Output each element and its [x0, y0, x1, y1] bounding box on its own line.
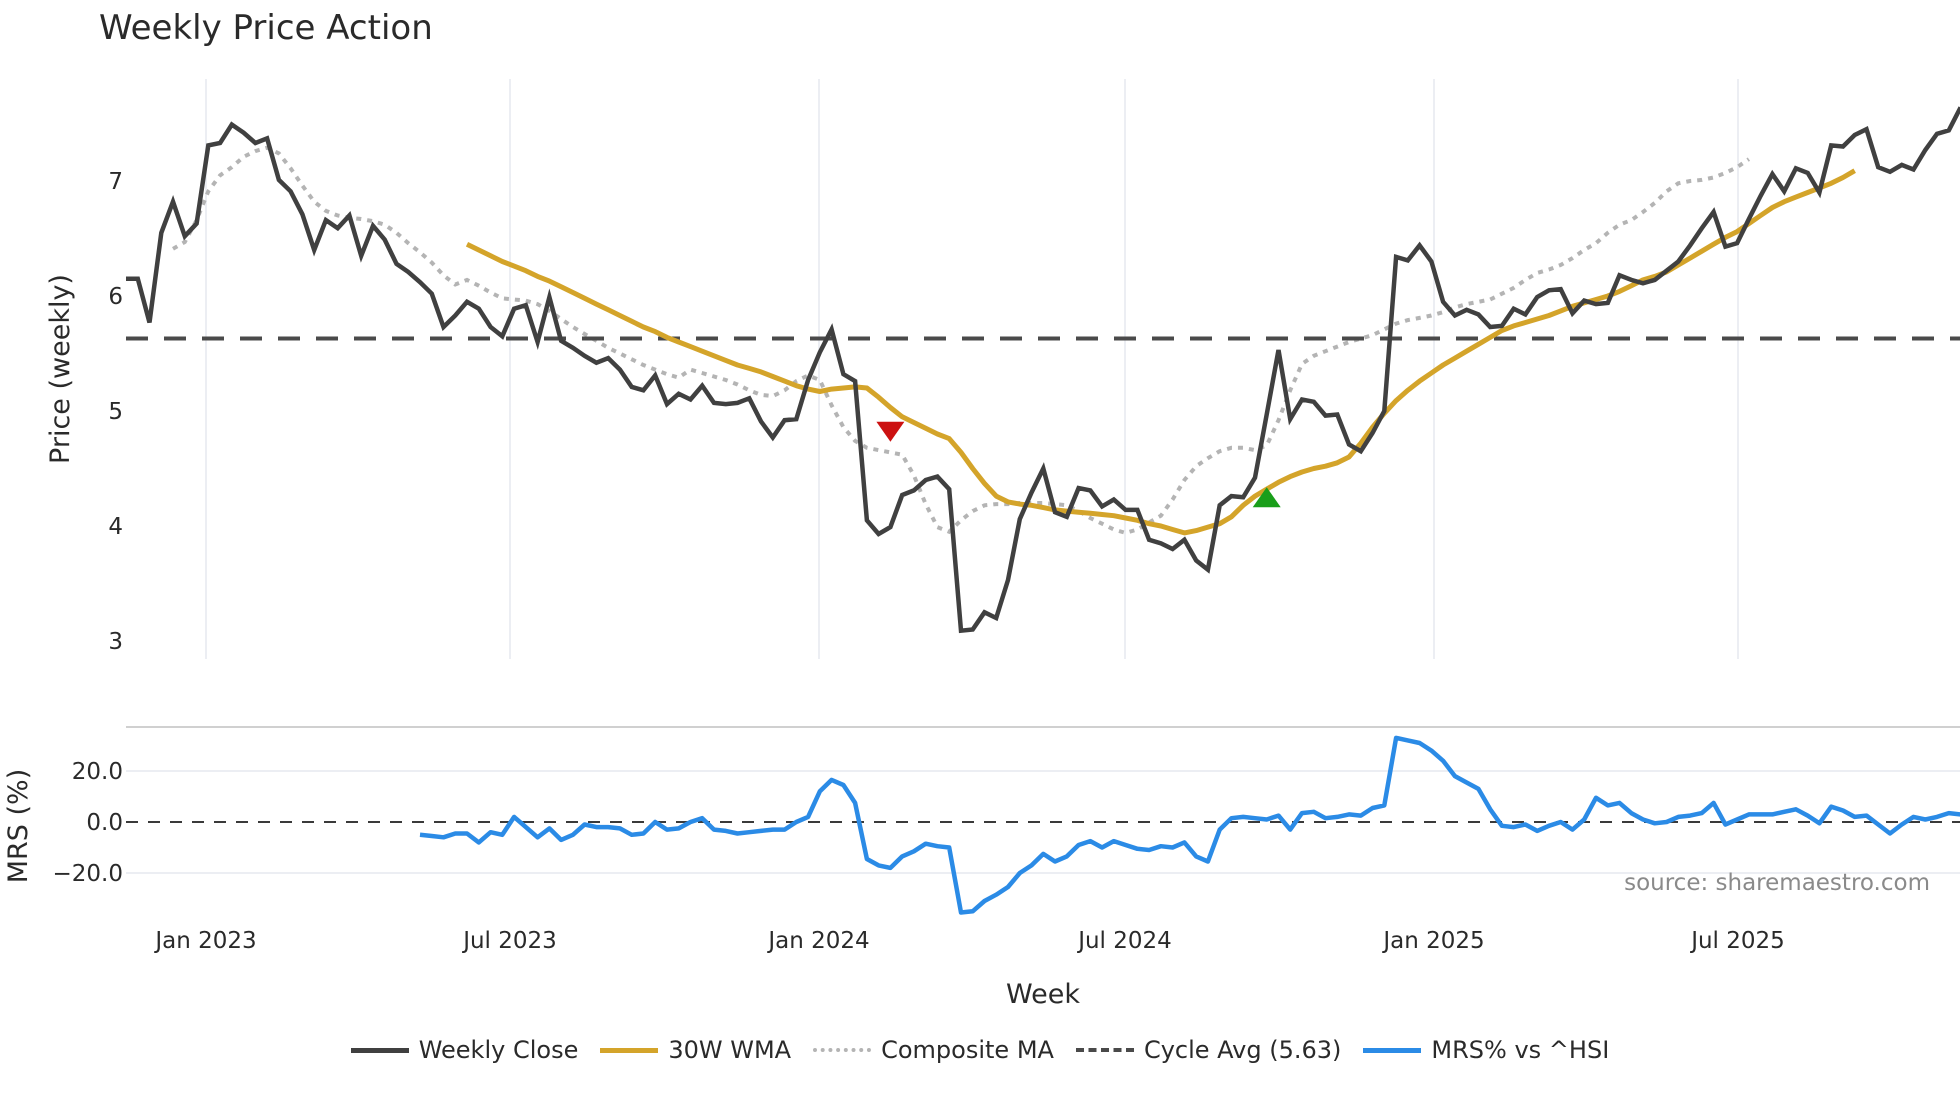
gridlines [126, 79, 1960, 874]
legend-label: Weekly Close [418, 1036, 579, 1064]
y-tick-label: 3 [108, 629, 123, 655]
legend-label: Composite MA [881, 1036, 1054, 1064]
y-tick-label: 4 [108, 514, 123, 540]
legend-swatch-icon [600, 1047, 659, 1053]
mrs-axis-title: MRS (%) [3, 769, 34, 884]
x-tick-label: Jan 2023 [153, 928, 256, 954]
legend-swatch-icon [350, 1047, 409, 1053]
x-tick-label: Jul 2023 [461, 928, 557, 954]
legend-item-composite[interactable]: Composite MA [813, 1036, 1054, 1064]
source-note: source: sharemaestro.com [1624, 870, 1930, 896]
y-tick-label: 7 [108, 169, 123, 195]
legend-item-weekly-close[interactable]: Weekly Close [350, 1036, 579, 1064]
mrs-y-axis: −20.0 0.0 20.0 [53, 759, 123, 887]
legend-label: MRS% vs ^HSI [1431, 1036, 1610, 1064]
buy-signal-marker [1252, 487, 1281, 508]
x-tick-label: Jul 2025 [1689, 928, 1785, 954]
sell-signal-marker [876, 421, 905, 442]
x-tick-label: Jul 2024 [1076, 928, 1172, 954]
mrs-line [419, 735, 1960, 915]
legend-swatch-icon [1075, 1048, 1134, 1052]
legend-label: Cycle Avg (5.63) [1143, 1036, 1342, 1064]
x-axis-title: Week [1006, 979, 1080, 1010]
legend-item-cycle-avg[interactable]: Cycle Avg (5.63) [1075, 1036, 1342, 1064]
x-tick-label: Jan 2025 [1381, 928, 1484, 954]
y-tick-label: 20.0 [72, 759, 123, 785]
wma-line [465, 168, 1856, 536]
legend-label: 30W WMA [668, 1036, 792, 1064]
legend-swatch-icon [813, 1048, 872, 1052]
legend-swatch-icon [1363, 1047, 1422, 1053]
x-axis: Jan 2023 Jul 2023 Jan 2024 Jul 2024 Jan 2025… [153, 928, 1784, 954]
y-tick-label: 0.0 [86, 810, 123, 836]
price-y-axis: 3 4 5 6 7 [108, 169, 123, 655]
weekly-close-line [126, 106, 1960, 634]
y-tick-label: −20.0 [53, 861, 123, 887]
y-tick-label: 5 [108, 399, 123, 425]
legend-item-mrs[interactable]: MRS% vs ^HSI [1363, 1036, 1609, 1064]
legend: Weekly Close 30W WMA Composite MA Cycle Avg… [0, 1036, 1960, 1064]
chart-title: Weekly Price Action [99, 8, 433, 48]
legend-item-wma[interactable]: 30W WMA [600, 1036, 791, 1064]
plot-series [126, 106, 1960, 915]
price-axis-title: Price (weekly) [45, 274, 76, 464]
y-tick-label: 6 [108, 284, 123, 310]
x-tick-label: Jan 2024 [766, 928, 869, 954]
